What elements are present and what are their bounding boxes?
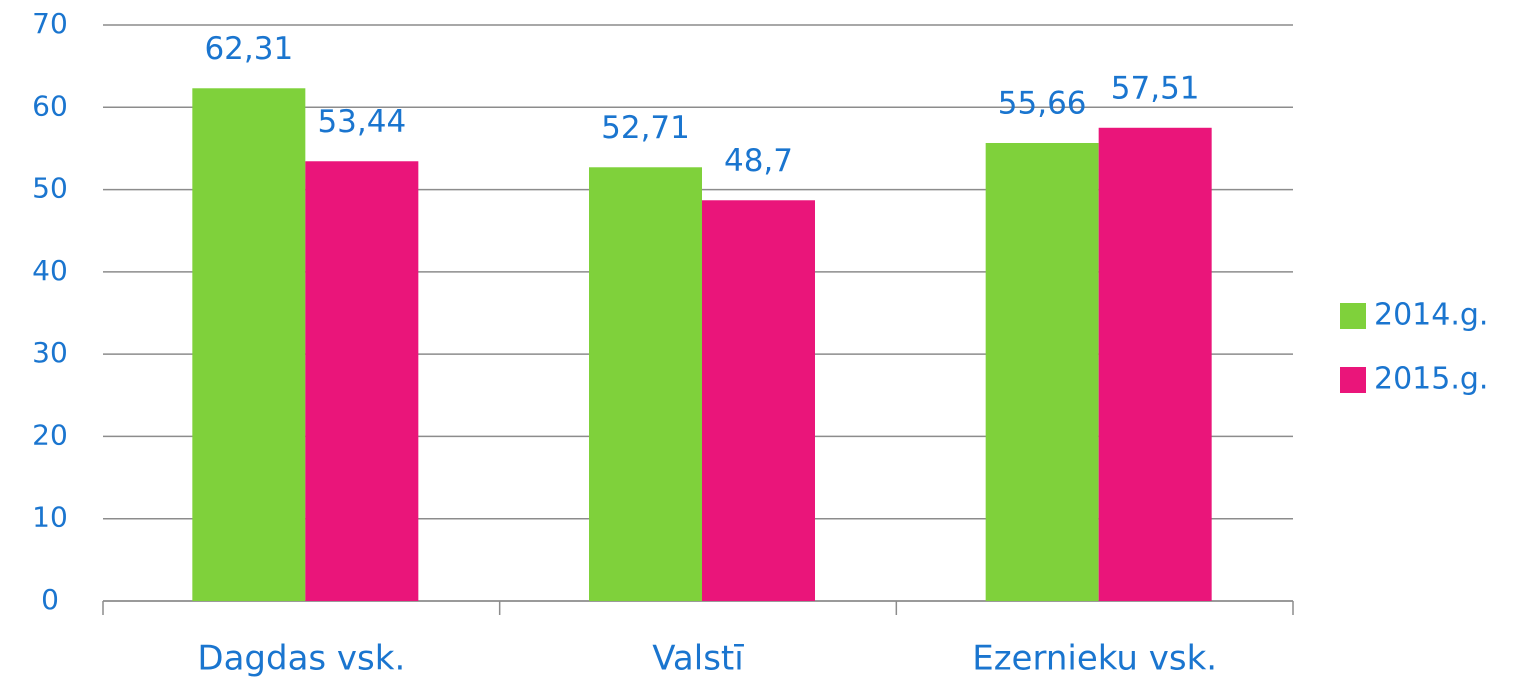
legend-swatch (1340, 303, 1366, 329)
data-label: 55,66 (998, 85, 1087, 121)
y-tick-label: 50 (32, 172, 68, 205)
bar (702, 200, 815, 602)
y-tick-label: 0 (41, 583, 59, 616)
bar (985, 142, 1099, 601)
bar (1098, 127, 1212, 602)
data-label: 48,7 (724, 143, 793, 179)
x-tick-label: Valstī (652, 639, 744, 679)
y-tick-label: 10 (32, 501, 68, 534)
data-label: 53,44 (317, 104, 406, 140)
y-tick-label: 20 (32, 418, 68, 451)
data-label: 62,31 (204, 31, 293, 67)
y-tick-label: 30 (32, 336, 68, 369)
legend-swatch (1340, 367, 1366, 393)
legend-label: 2015.g. (1374, 362, 1488, 397)
y-tick-label: 70 (32, 7, 68, 40)
bar (192, 88, 306, 602)
x-tick-label: Dagdas vsk. (197, 639, 405, 679)
x-tick-label: Ezernieku vsk. (972, 639, 1217, 679)
data-label: 57,51 (1111, 70, 1200, 106)
legend-label: 2014.g. (1374, 298, 1488, 333)
bar (305, 161, 419, 601)
y-tick-label: 40 (32, 254, 68, 287)
bar (589, 167, 702, 601)
y-tick-label: 60 (32, 89, 68, 122)
data-label: 52,71 (601, 110, 690, 146)
